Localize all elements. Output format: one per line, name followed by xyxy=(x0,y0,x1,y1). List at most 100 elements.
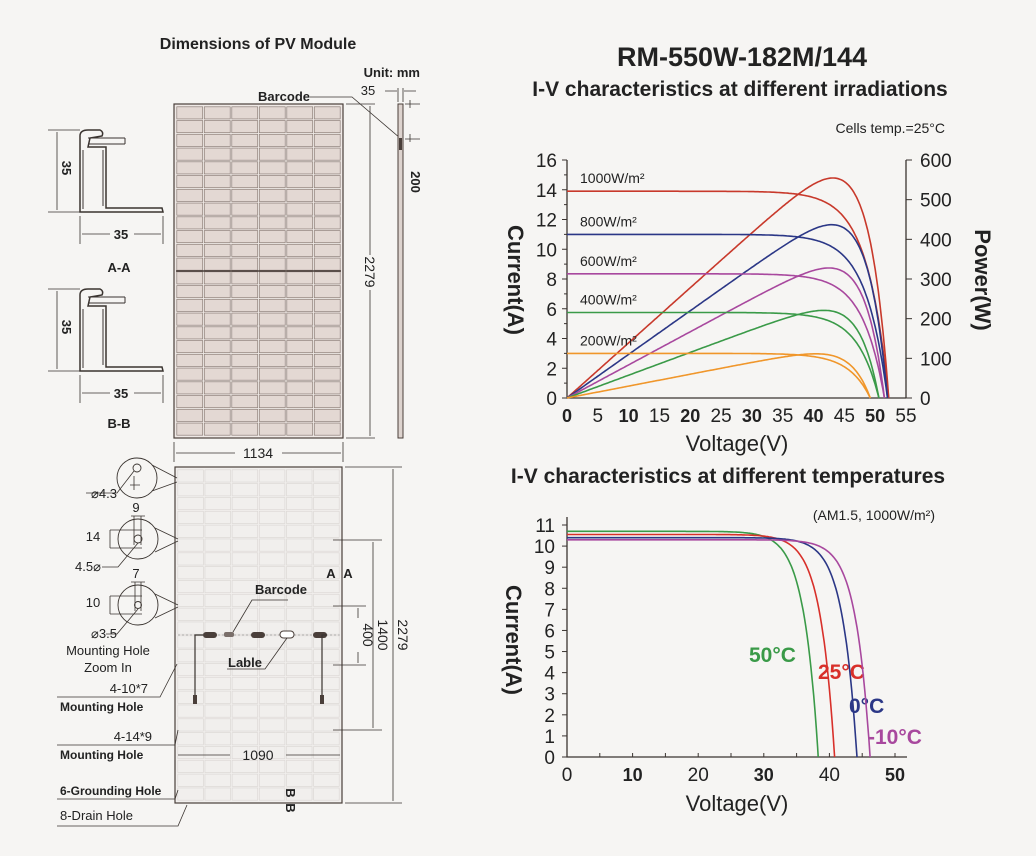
back-cell-outline xyxy=(177,635,204,649)
back-cell-outline xyxy=(231,497,259,511)
section-bb-width: 35 xyxy=(114,386,128,401)
back-cell-outline xyxy=(313,718,340,732)
y-tick-label: 7 xyxy=(544,600,555,621)
solar-cell xyxy=(313,408,341,422)
back-cell-outline xyxy=(177,663,204,677)
mount-large-label: Mounting Hole xyxy=(60,748,144,762)
solar-cell xyxy=(203,147,231,161)
solar-cell xyxy=(258,408,286,422)
solar-cell xyxy=(286,353,314,367)
back-cell-outline xyxy=(313,690,340,704)
solar-cell xyxy=(231,188,259,202)
section-mark-a-right: A xyxy=(343,566,353,581)
back-cell-outline xyxy=(286,732,313,746)
axes-frame xyxy=(566,517,907,758)
back-cell-outline xyxy=(177,552,204,566)
section-bb-label: B-B xyxy=(107,416,130,431)
section-mark-a-left: A xyxy=(326,566,336,581)
x-tick-label: 30 xyxy=(754,765,774,785)
back-cell-outline xyxy=(231,566,259,580)
back-cell-outline xyxy=(286,635,313,649)
back-cell-outline xyxy=(204,593,231,607)
y-tick-label: 8 xyxy=(546,270,557,291)
x-tick-label: 0 xyxy=(562,765,573,786)
large-hole-diameter: 4.5⌀ xyxy=(75,559,101,574)
solar-cell xyxy=(203,257,231,271)
x-tick-label: 5 xyxy=(593,406,604,427)
back-cell-outline xyxy=(258,538,286,552)
mount-small-label: Mounting Hole xyxy=(60,700,144,714)
x-tick-label: 50 xyxy=(865,406,885,426)
module-front-view xyxy=(173,103,344,439)
solar-cell xyxy=(313,230,341,244)
back-cell-outline xyxy=(177,787,204,801)
solar-cell xyxy=(231,106,259,120)
solar-cell xyxy=(286,340,314,354)
y-tick-label: 0 xyxy=(546,389,557,410)
solar-cell xyxy=(313,367,341,381)
back-cell-outline xyxy=(286,497,313,511)
barcode-back-label: Barcode xyxy=(255,582,307,597)
y-tick-label: 8 xyxy=(544,579,555,600)
module-side-view xyxy=(385,88,420,439)
solar-cell xyxy=(286,161,314,175)
iv-curve-1 xyxy=(567,233,889,399)
solar-cell xyxy=(203,298,231,312)
back-cell-outline xyxy=(286,704,313,718)
solar-cell xyxy=(286,147,314,161)
solar-cell xyxy=(286,216,314,230)
solar-cell xyxy=(258,188,286,202)
mount-span-dim: 1400 xyxy=(375,619,391,650)
label-back-label: Lable xyxy=(228,655,262,670)
solar-cell xyxy=(231,312,259,326)
back-cell-outline xyxy=(231,704,259,718)
back-cell-outline xyxy=(231,538,259,552)
back-cell-outline xyxy=(177,483,204,497)
solar-cell xyxy=(203,367,231,381)
solar-cell xyxy=(203,120,231,134)
y-tick-label: 6 xyxy=(546,300,557,321)
solar-cell xyxy=(258,120,286,134)
back-cell-outline xyxy=(204,580,231,594)
back-cell-outline xyxy=(258,483,286,497)
back-cell-outline xyxy=(258,773,286,787)
solar-cell xyxy=(286,120,314,134)
back-cell-outline xyxy=(177,676,204,690)
solar-cell xyxy=(286,243,314,257)
back-cell-outline xyxy=(313,483,340,497)
irradiation-chart-title: I-V characteristics at different irradia… xyxy=(532,78,947,101)
small-hole-width: 7 xyxy=(132,566,139,581)
solar-cell xyxy=(258,271,286,285)
y-tick-label: 4 xyxy=(544,664,555,685)
solar-cell xyxy=(203,340,231,354)
y-tick-label: 1 xyxy=(544,727,555,748)
irradiation-chart-xlabel: Voltage(V) xyxy=(686,431,789,456)
back-cell-outline xyxy=(286,524,313,538)
solar-cell xyxy=(313,106,341,120)
y-tick-label: 5 xyxy=(544,643,555,664)
solar-cell xyxy=(258,106,286,120)
series-label: 1000W/m² xyxy=(580,170,645,186)
back-cell-outline xyxy=(313,649,340,663)
y-tick-label: 10 xyxy=(536,240,557,261)
back-cell-outline xyxy=(204,746,231,760)
series-label: -10°C xyxy=(868,726,922,749)
solar-cell xyxy=(286,422,314,436)
back-cell-outline xyxy=(204,497,231,511)
back-cell-outline xyxy=(177,746,204,760)
drawing-title: Dimensions of PV Module xyxy=(160,36,357,53)
x-tick-label: 50 xyxy=(885,765,905,785)
y-tick-label: 12 xyxy=(536,211,557,232)
solar-cell xyxy=(313,340,341,354)
back-cell-outline xyxy=(258,607,286,621)
solar-cell xyxy=(176,175,204,189)
solar-cell xyxy=(176,367,204,381)
back-cell-outline xyxy=(231,607,259,621)
back-cell-outline xyxy=(231,510,259,524)
back-cell-outline xyxy=(231,690,259,704)
back-cell-outline xyxy=(313,510,340,524)
solar-cell xyxy=(286,367,314,381)
solar-cell xyxy=(231,395,259,409)
